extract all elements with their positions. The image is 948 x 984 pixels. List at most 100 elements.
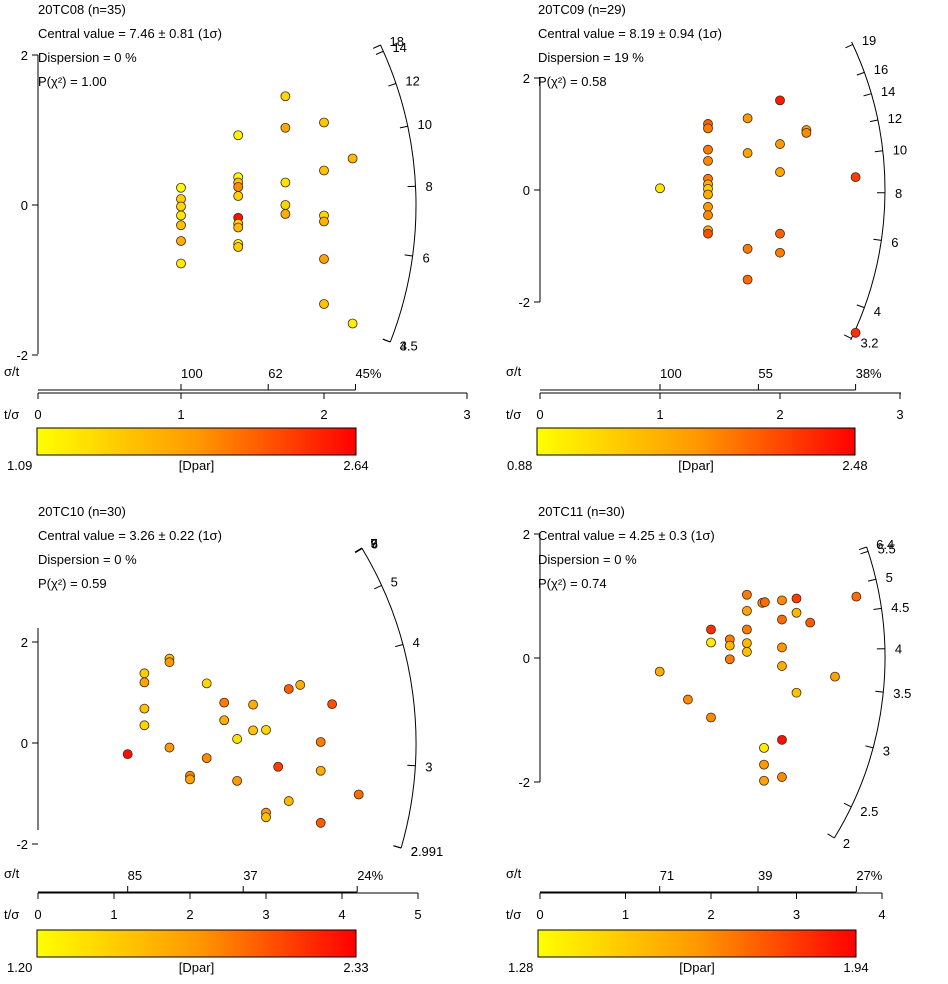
data-point — [776, 248, 785, 257]
sigma-tick-label: 37 — [243, 868, 257, 883]
t-sigma-tick-label: 4 — [338, 907, 345, 922]
data-point — [281, 210, 290, 219]
y-tick-label: 2 — [523, 71, 530, 86]
data-point — [234, 183, 243, 192]
data-point — [776, 140, 785, 149]
data-point — [852, 592, 861, 601]
data-point — [704, 229, 713, 238]
data-point — [177, 237, 186, 246]
data-point — [760, 743, 769, 752]
sigma-t-label: σ/t — [506, 866, 522, 881]
p-chi-squared: P(χ²) = 0.74 — [538, 576, 607, 591]
data-point — [742, 606, 751, 615]
t-sigma-tick-label: 0 — [536, 407, 543, 422]
data-point — [262, 813, 271, 822]
data-point — [776, 168, 785, 177]
y-tick-label: -2 — [518, 775, 530, 790]
arc-tick-label: 10 — [417, 117, 431, 132]
data-point — [234, 223, 243, 232]
arc-tick-label: 14 — [392, 40, 406, 55]
data-point — [320, 300, 329, 309]
y-tick-label: 2 — [21, 48, 28, 63]
arc-tick — [870, 120, 878, 122]
data-point — [233, 776, 242, 785]
data-point — [707, 638, 716, 647]
colorbar-max-label: 1.94 — [843, 960, 868, 975]
data-point — [777, 615, 786, 624]
data-point — [220, 716, 229, 725]
arc-tick — [844, 335, 851, 338]
sigma-t-label: σ/t — [4, 364, 20, 379]
data-point — [792, 608, 801, 617]
colorbar-min-label: 0.88 — [507, 458, 532, 473]
data-point — [743, 149, 752, 158]
arc-tick — [388, 84, 396, 87]
data-point — [284, 684, 293, 693]
radial-plot-panel: 20TC08 (n=35)Central value = 7.46 ± 0.81… — [4, 2, 471, 473]
arc-tick-label: 19 — [862, 33, 876, 48]
t-sigma-tick-label: 0 — [34, 407, 41, 422]
data-point — [760, 760, 769, 769]
arc-tick-label: 4 — [874, 304, 881, 319]
colorbar-variable-label: [Dpar] — [179, 458, 214, 473]
arc-tick — [844, 803, 851, 806]
data-point — [760, 598, 769, 607]
data-point — [140, 678, 149, 687]
arc-tick-label: 4 — [413, 635, 420, 650]
central-value: Central value = 8.19 ± 0.94 (1σ) — [538, 26, 722, 41]
data-point — [316, 766, 325, 775]
data-point — [281, 123, 290, 132]
arc-tick-label: 6 — [422, 250, 429, 265]
sigma-tick-label: 62 — [268, 366, 282, 381]
arc-tick — [373, 45, 380, 48]
t-sigma-label: t/σ — [4, 907, 19, 922]
colorbar — [37, 428, 356, 455]
t-sigma-tick-label: 1 — [622, 907, 629, 922]
t-sigma-tick-label: 0 — [536, 907, 543, 922]
data-point — [177, 211, 186, 220]
arc-tick-label: 3.2 — [860, 336, 878, 351]
colorbar-max-label: 2.64 — [343, 458, 368, 473]
sample-title: 20TC11 (n=30) — [538, 504, 625, 519]
arc-tick-label: 12 — [405, 73, 419, 88]
data-point — [328, 700, 337, 709]
data-point — [707, 625, 716, 634]
sigma-tick-label: 45% — [355, 366, 381, 381]
arc-tick — [827, 834, 834, 838]
data-point — [777, 643, 786, 652]
arc-tick-label: 6 — [371, 536, 378, 551]
data-point — [296, 680, 305, 689]
data-point — [792, 688, 801, 697]
data-point — [234, 243, 243, 252]
y-tick-label: -2 — [518, 295, 530, 310]
sigma-tick-label: 100 — [660, 366, 682, 381]
data-point — [830, 672, 839, 681]
arc-tick — [846, 44, 853, 47]
data-point — [249, 726, 258, 735]
t-sigma-tick-label: 1 — [177, 407, 184, 422]
data-point — [683, 695, 692, 704]
data-point — [742, 639, 751, 648]
data-point — [802, 128, 811, 137]
data-point — [777, 662, 786, 671]
arc-tick — [873, 239, 881, 240]
data-point — [320, 118, 329, 127]
t-sigma-label: t/σ — [4, 407, 19, 422]
y-tick-label: 0 — [523, 651, 530, 666]
data-point — [743, 244, 752, 253]
arc-tick-label: 3 — [425, 759, 432, 774]
t-sigma-tick-label: 1 — [656, 407, 663, 422]
colorbar-min-label: 1.20 — [7, 960, 32, 975]
arc-tick — [875, 691, 883, 692]
arc-tick-label: 2.5 — [860, 804, 878, 819]
data-point — [320, 166, 329, 175]
arc-tick-label: 5.5 — [878, 541, 896, 556]
arc-tick-label: 3.5 — [893, 686, 911, 701]
data-point — [348, 154, 357, 163]
t-sigma-tick-label: 3 — [793, 907, 800, 922]
data-point — [776, 229, 785, 238]
data-point — [234, 192, 243, 201]
y-tick-label: 2 — [21, 635, 28, 650]
data-point — [792, 594, 801, 603]
data-point — [177, 221, 186, 230]
